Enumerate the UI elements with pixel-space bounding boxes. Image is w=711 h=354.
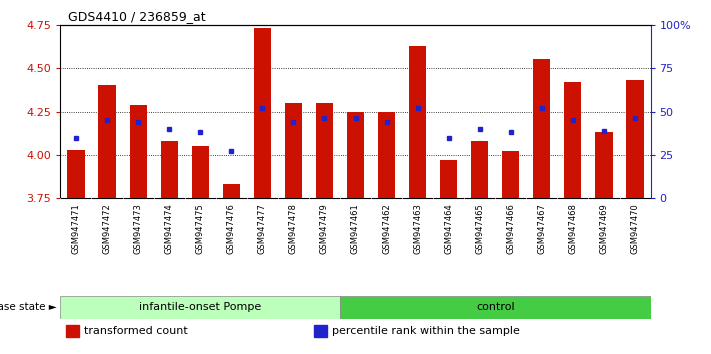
Text: GSM947465: GSM947465: [475, 203, 484, 254]
Text: GSM947463: GSM947463: [413, 203, 422, 254]
Bar: [129, 104, 146, 198]
Text: GSM947479: GSM947479: [320, 203, 329, 254]
Bar: [161, 141, 178, 198]
Bar: [595, 132, 612, 198]
Bar: [440, 160, 457, 198]
Text: GSM947475: GSM947475: [196, 203, 205, 254]
Text: GSM947471: GSM947471: [72, 203, 80, 254]
Text: transformed count: transformed count: [84, 326, 188, 336]
Text: disease state ►: disease state ►: [0, 302, 57, 312]
Bar: [254, 28, 271, 198]
Text: GSM947462: GSM947462: [382, 203, 391, 254]
Text: GSM947478: GSM947478: [289, 203, 298, 254]
Text: GSM947472: GSM947472: [102, 203, 112, 254]
Bar: [471, 141, 488, 198]
Bar: [347, 112, 364, 198]
Text: GDS4410 / 236859_at: GDS4410 / 236859_at: [68, 10, 205, 23]
Bar: [99, 85, 116, 198]
Bar: [223, 184, 240, 198]
Bar: [409, 46, 426, 198]
Text: GSM947469: GSM947469: [599, 203, 609, 254]
Text: GSM947477: GSM947477: [258, 203, 267, 254]
Bar: [316, 103, 333, 198]
Bar: [533, 59, 550, 198]
Bar: [626, 80, 643, 198]
Text: GSM947473: GSM947473: [134, 203, 143, 254]
Bar: [502, 152, 519, 198]
Text: percentile rank within the sample: percentile rank within the sample: [332, 326, 520, 336]
Bar: [66, 325, 80, 337]
FancyBboxPatch shape: [340, 296, 651, 319]
Text: GSM947466: GSM947466: [506, 203, 515, 254]
Text: GSM947467: GSM947467: [538, 203, 546, 254]
Bar: [68, 150, 85, 198]
FancyBboxPatch shape: [60, 296, 340, 319]
Text: GSM947470: GSM947470: [631, 203, 639, 254]
Text: control: control: [476, 302, 515, 312]
Text: GSM947464: GSM947464: [444, 203, 453, 254]
Bar: [314, 325, 327, 337]
Text: infantile-onset Pompe: infantile-onset Pompe: [139, 302, 262, 312]
Bar: [285, 103, 302, 198]
Text: GSM947468: GSM947468: [568, 203, 577, 254]
Bar: [565, 82, 582, 198]
Text: GSM947476: GSM947476: [227, 203, 236, 254]
Text: GSM947474: GSM947474: [165, 203, 173, 254]
Text: GSM947461: GSM947461: [351, 203, 360, 254]
Bar: [192, 146, 209, 198]
Bar: [378, 112, 395, 198]
